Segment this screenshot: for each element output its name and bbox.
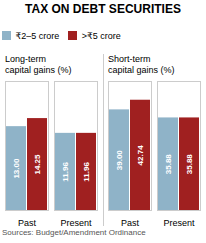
html-text:Sources: Budget/Amendment Ordi: Sources: Budget/Amendment Ordinance [2, 228, 146, 237]
svg-text:Past: Past [18, 218, 37, 226]
svg-text:11.96: 11.96 [61, 162, 70, 182]
html-text:Long-term capital gains (%): Long-term capital gains (%) [5, 54, 72, 75]
svg-text:35.88: 35.88 [164, 154, 173, 175]
svg-text:39.00: 39.00 [115, 150, 124, 171]
svg-text:35.88: 35.88 [185, 154, 194, 175]
html-text:₹2–5 crore: ₹2–5 crore [15, 30, 60, 41]
html-text:>₹5 crore: >₹5 crore [81, 30, 121, 41]
html-text:Short-term capital gains (%): Short-term capital gains (%) [108, 54, 175, 75]
svg-text:Present: Present [163, 218, 195, 226]
svg-text:Past: Past [121, 218, 140, 226]
html-text:TAX ON DEBT SECURITIES: TAX ON DEBT SECURITIES [25, 2, 181, 16]
svg-text:42.74: 42.74 [136, 145, 145, 166]
svg-text:13.00: 13.00 [12, 158, 21, 179]
svg-text:14.25: 14.25 [33, 154, 42, 175]
svg-text:Present: Present [60, 218, 92, 226]
svg-text:11.96: 11.96 [82, 162, 91, 182]
